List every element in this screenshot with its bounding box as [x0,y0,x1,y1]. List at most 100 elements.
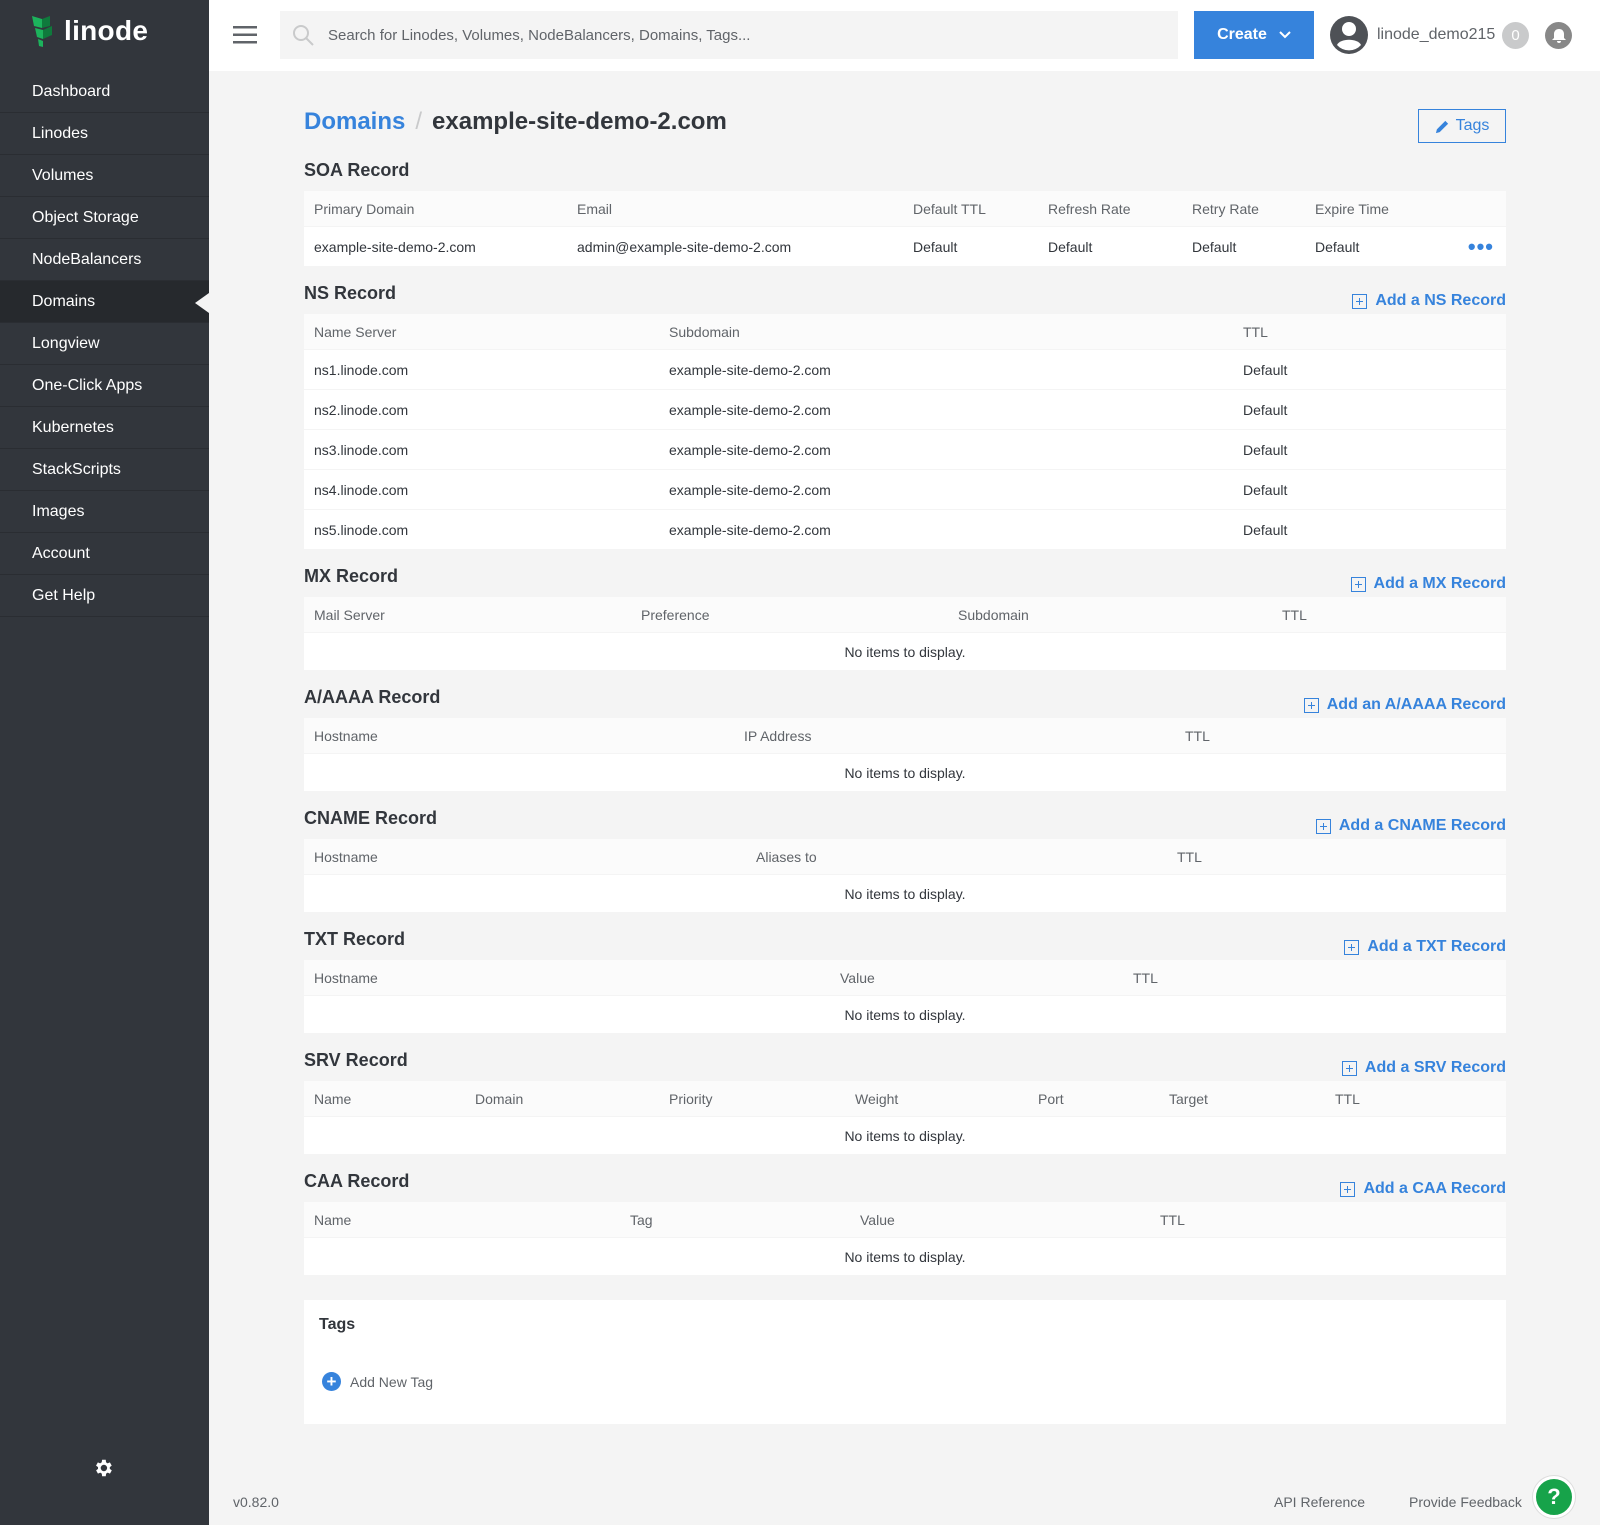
sidebar-item-nodebalancers[interactable]: NodeBalancers [0,239,209,281]
column-header: Hostname [314,727,378,744]
add-record-button[interactable]: Add a TXT Record [1344,938,1506,956]
column-header: IP Address [744,727,812,744]
column-header: Aliases to [756,848,817,865]
username: linode_demo215 [1377,26,1496,43]
record-table: Mail Server Preference Subdomain TTL No item… [304,597,1506,671]
sidebar-item-account[interactable]: Account [0,533,209,575]
sidebar-item-volumes[interactable]: Volumes [0,155,209,197]
table-header-row: Hostname Value TTL [304,960,1506,996]
table-cell: Default [1243,441,1288,458]
empty-message: No items to display. [844,1006,966,1023]
api-reference-link[interactable]: API Reference [1274,1494,1366,1510]
plus-square-icon [1303,697,1319,713]
table-cell: Default [1315,238,1360,255]
table-row: ns2.linode.com example-site-demo-2.com Def… [304,390,1506,430]
section-title: SRV Record [304,1050,408,1070]
linode-logo-icon [32,16,52,47]
breadcrumb-domains-link[interactable]: Domains [304,108,406,135]
column-header: Value [860,1211,895,1228]
record-section-caa-record: CAA Record Add a CAA Record Name Tag Value TT… [304,1155,1506,1276]
column-header: Target [1169,1090,1208,1107]
record-section-txt-record: TXT Record Add a TXT Record Hostname Value T… [304,913,1506,1034]
sidebar-nav: Dashboard Linodes Volumes Object Storage Nod… [0,71,209,617]
sidebar-item-one-click-apps[interactable]: One-Click Apps [0,365,209,407]
add-record-button[interactable]: Add an A/AAAA Record [1303,696,1506,714]
column-header: Email [577,200,613,217]
column-header: Preference [641,606,710,623]
table-cell: Default [1243,361,1288,378]
add-record-button[interactable]: Add a CNAME Record [1315,817,1506,835]
column-header: Name Server [314,323,397,340]
column-header: Name [314,1211,352,1228]
add-record-button[interactable]: Add a CAA Record [1340,1180,1506,1198]
sidebar-item-kubernetes[interactable]: Kubernetes [0,407,209,449]
sidebar-item-linodes[interactable]: Linodes [0,113,209,155]
table-row: ns5.linode.com example-site-demo-2.com Def… [304,510,1506,550]
table-cell: ns5.linode.com [314,521,409,538]
section-header: MX Record Add a MX Record [304,550,1506,597]
edit-tags-button[interactable]: Tags [1418,109,1506,143]
table-cell: ns3.linode.com [314,441,409,458]
column-header: Name [314,1090,352,1107]
column-header: Weight [855,1090,899,1107]
add-record-label: Add a CNAME Record [1338,817,1506,834]
table-cell: ns4.linode.com [314,481,409,498]
add-record-label: Add a NS Record [1375,292,1506,309]
table-cell: ns2.linode.com [314,401,409,418]
record-table: Name Tag Value TTL No items to display. [304,1202,1506,1276]
plus-circle-icon: + [322,1372,341,1391]
section-title: MX Record [304,566,399,586]
record-section-ns-record: NS Record Add a NS Record Name Server Subdo… [304,267,1506,550]
sidebar-item-longview[interactable]: Longview [0,323,209,365]
provide-feedback-link[interactable]: Provide Feedback [1409,1494,1522,1510]
create-button[interactable]: Create [1194,11,1314,59]
column-header: Subdomain [669,323,740,340]
section-header: SOA Record [304,144,1506,191]
notification-count-badge[interactable]: 0 [1502,22,1529,49]
sidebar-item-get-help[interactable]: Get Help [0,575,209,617]
column-header: TTL [1177,848,1202,865]
record-table: Hostname IP Address TTL No items to display… [304,718,1506,792]
table-cell: example-site-demo-2.com [669,481,831,498]
empty-message: No items to display. [844,885,966,902]
sidebar-item-stackscripts[interactable]: StackScripts [0,449,209,491]
plus-square-icon [1341,1060,1357,1076]
empty-row: No items to display. [304,1238,1506,1276]
bell-icon[interactable] [1545,22,1572,49]
record-section-cname-record: CNAME Record Add a CNAME Record Hostname Al… [304,792,1506,913]
domain-detail: Domains / example-site-demo-2.com Tags S… [304,100,1506,1424]
gear-icon[interactable] [92,1457,114,1479]
sidebar-item-object-storage[interactable]: Object Storage [0,197,209,239]
table-header-row: Name Server Subdomain TTL [304,314,1506,350]
table-cell: admin@example-site-demo-2.com [577,238,792,255]
column-header: TTL [1160,1211,1185,1228]
menu-icon[interactable] [233,26,257,44]
tags-button-label: Tags [1455,117,1490,134]
sidebar-item-images[interactable]: Images [0,491,209,533]
section-title: A/AAAA Record [304,687,441,707]
add-record-button[interactable]: Add a NS Record [1352,292,1506,310]
more-actions-icon[interactable]: ••• [1467,233,1494,259]
help-icon[interactable]: ? [1533,1476,1575,1518]
user-menu[interactable]: linode_demo215 [1329,15,1495,55]
add-record-button[interactable]: Add a MX Record [1350,575,1506,593]
add-record-label: Add an A/AAAA Record [1326,696,1506,713]
search-placeholder: Search for Linodes, Volumes, NodeBalance… [328,26,751,44]
record-section-soa-record: SOA Record Primary Domain Email Default TTL… [304,144,1506,267]
table-header-row: Primary Domain Email Default TTL Refresh Ra… [304,191,1506,227]
record-table: Hostname Aliases to TTL No items to display… [304,839,1506,913]
breadcrumb-separator: / [415,108,423,135]
plus-square-icon [1352,293,1368,309]
empty-message: No items to display. [844,764,966,781]
search-input[interactable]: Search for Linodes, Volumes, NodeBalance… [280,11,1178,59]
column-header: Domain [475,1090,524,1107]
column-header: Primary Domain [314,200,415,217]
plus-square-icon [1344,939,1360,955]
linode-logo[interactable]: linode [30,14,148,48]
add-record-button[interactable]: Add a SRV Record [1341,1059,1506,1077]
add-new-tag-button[interactable]: + Add New Tag [322,1372,433,1391]
sidebar-item-domains[interactable]: Domains [0,281,209,323]
record-table: Primary Domain Email Default TTL Refresh Ra… [304,191,1506,267]
sidebar-item-dashboard[interactable]: Dashboard [0,71,209,113]
column-header: Tag [630,1211,653,1228]
